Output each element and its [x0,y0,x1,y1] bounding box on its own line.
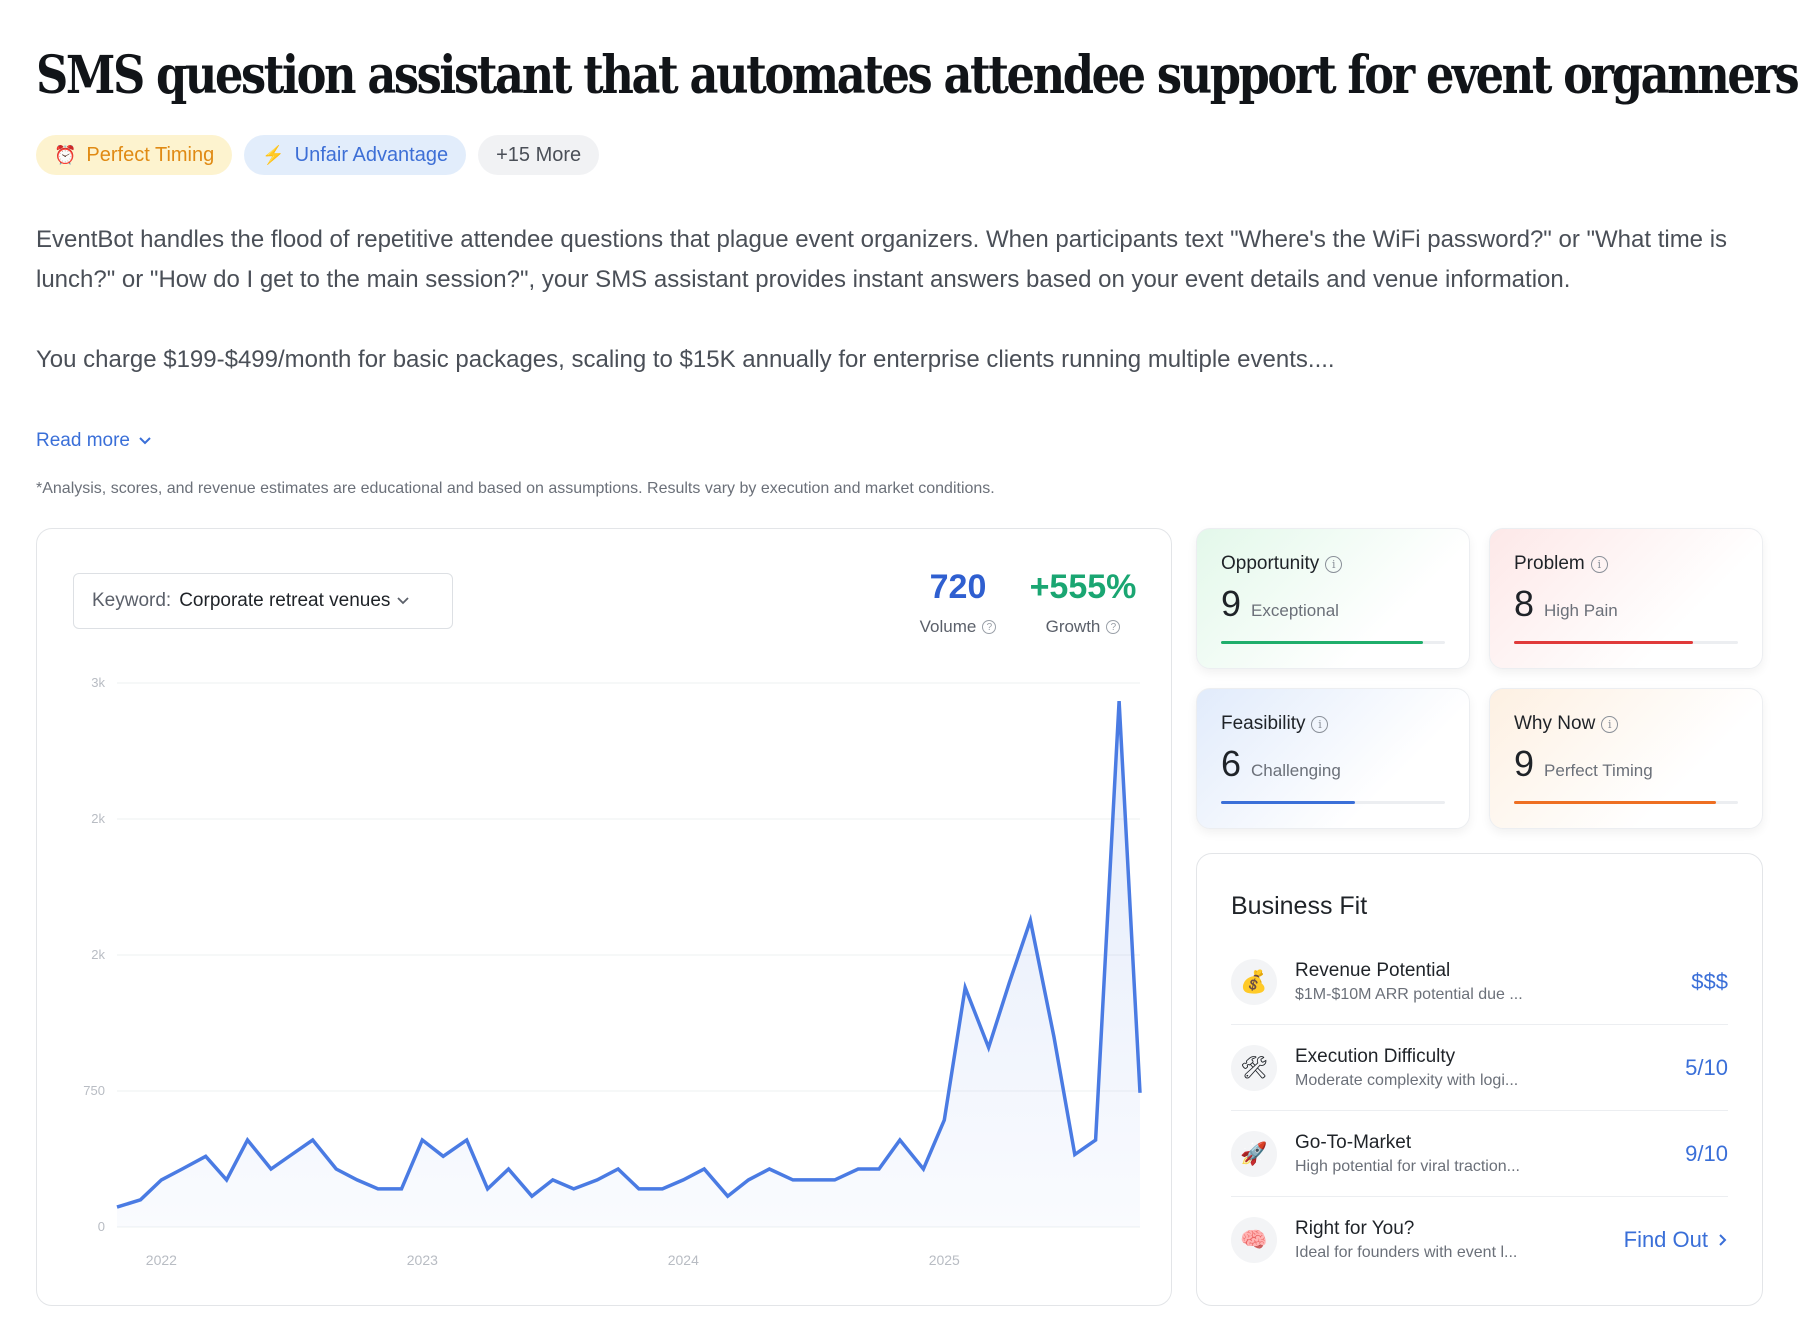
score-number: 6 [1221,743,1242,784]
series-line [116,701,1142,1209]
page-title: SMS question assistant that automates at… [36,45,1798,106]
y-tick-label: 0 [98,1219,105,1234]
score-card-opportunity[interactable]: Opportunity i 9 Exceptional [1196,528,1470,669]
read-more-link[interactable]: Read more [36,430,152,452]
trend-chart: 0 750 2k 2k 3k 2022 2023 2024 2025 [83,675,1142,1268]
x-tick-label: 2022 [146,1252,177,1268]
score-desc: High Pain [1544,601,1618,620]
x-tick-label: 2024 [668,1252,699,1268]
info-icon[interactable]: i [1601,715,1619,733]
series-area [117,701,1140,1227]
y-tick-label: 3k [91,675,105,690]
row-sub: $1M-$10M ARR potential due ... [1295,985,1523,1003]
description: EventBot handles the flood of repetitive… [36,220,1756,380]
score-number: 9 [1221,583,1242,624]
chevron-right-icon [1719,1234,1727,1246]
help-icon[interactable]: ? [1106,620,1121,634]
chevron-down-icon [139,437,151,445]
row-value: 9/10 [1685,1140,1728,1166]
score-name: Why Now [1514,713,1596,734]
y-tick-label: 2k [91,947,105,962]
row-sub: High potential for viral traction... [1295,1157,1520,1175]
row-name: Execution Difficulty [1295,1045,1456,1067]
score-bar [1514,641,1738,644]
score-bar [1221,641,1445,644]
x-tick-label: 2025 [929,1252,960,1268]
row-value: $$$ [1691,968,1728,994]
score-bar [1514,801,1738,804]
chevron-down-icon [396,590,410,612]
growth-label: Growth [1045,617,1101,636]
volume-metric: 720 Volume ? [903,565,1013,637]
score-bar-fill [1514,641,1694,644]
score-number: 8 [1514,583,1535,624]
tag-more-button[interactable]: +15 More [478,135,600,175]
score-bar [1221,801,1445,804]
tag-unfair-advantage[interactable]: ⚡ Unfair Advantage [244,135,467,175]
score-bar-fill [1221,801,1356,804]
y-tick-label: 2k [91,811,105,826]
volume-label: Volume [919,617,977,636]
tag-label: Unfair Advantage [294,143,449,166]
score-desc: Challenging [1251,761,1341,780]
disclaimer: *Analysis, scores, and revenue estimates… [36,480,995,497]
score-card-feasibility[interactable]: Feasibility i 6 Challenging [1196,688,1470,829]
score-name: Problem [1514,553,1585,574]
keyword-value: Corporate retreat venues [179,590,391,611]
business-fit-row-revenue[interactable]: 💰 Revenue Potential $1M-$10M ARR potentia… [1231,939,1728,1025]
x-tick-label: 2023 [407,1252,438,1268]
score-desc: Exceptional [1251,601,1339,620]
tools-icon: 🛠 [1231,1044,1277,1091]
help-icon[interactable]: ? [982,620,997,634]
tag-label: +15 More [496,143,582,166]
score-name: Opportunity [1221,553,1320,574]
volume-value: 720 [929,568,987,606]
growth-metric: +555% Growth ? [1023,565,1143,637]
row-name: Go-To-Market [1295,1131,1412,1153]
row-value: 5/10 [1685,1054,1728,1080]
row-sub: Moderate complexity with logi... [1295,1071,1519,1089]
growth-value: +555% [1029,568,1137,606]
trend-chart-card: 0 750 2k 2k 3k 2022 2023 2024 2025 Keyword: Corp… [36,528,1172,1306]
tag-label: Perfect Timing [86,143,215,166]
score-card-problem[interactable]: Problem i 8 High Pain [1489,528,1763,669]
info-icon[interactable]: i [1325,555,1343,573]
business-fit-row-gtm[interactable]: 🚀 Go-To-Market High potential for viral t… [1231,1111,1728,1197]
description-paragraph: EventBot handles the flood of repetitive… [36,226,1728,293]
description-paragraph: You charge $199-$499/month for basic pac… [36,346,1335,373]
info-icon[interactable]: i [1311,715,1329,733]
read-more-label: Read more [36,430,130,451]
money-bag-icon: 💰 [1231,958,1277,1005]
score-bar-fill [1221,641,1423,644]
info-icon[interactable]: i [1590,555,1608,573]
rocket-icon: 🚀 [1231,1130,1277,1177]
brain-icon: 🧠 [1231,1217,1277,1263]
business-fit-title: Business Fit [1231,892,1368,920]
find-out-label: Find Out [1623,1227,1708,1252]
row-sub: Ideal for founders with event l... [1295,1244,1518,1261]
score-number: 9 [1514,743,1535,784]
alarm-clock-icon: ⏰ [54,144,77,165]
business-fit-row-right-for-you: 🧠 Right for You? Ideal for founders with … [1231,1197,1728,1283]
keyword-dropdown[interactable]: Keyword: Corporate retreat venues [73,573,453,629]
tag-list: ⏰ Perfect Timing ⚡ Unfair Advantage +15 … [36,135,600,175]
keyword-label: Keyword: [92,590,172,611]
row-name: Right for You? [1295,1218,1415,1239]
tag-perfect-timing[interactable]: ⏰ Perfect Timing [36,135,233,175]
business-fit-row-execution[interactable]: 🛠 Execution Difficulty Moderate complexit… [1231,1025,1728,1111]
score-desc: Perfect Timing [1544,761,1653,780]
score-card-why-now[interactable]: Why Now i 9 Perfect Timing [1489,688,1763,829]
find-out-link[interactable]: Find Out [1624,1227,1728,1253]
volume-label-row: Volume ? [903,617,1013,637]
score-bar-fill [1514,801,1716,804]
lightning-icon: ⚡ [262,144,285,165]
y-tick-label: 750 [83,1083,105,1098]
growth-label-row: Growth ? [1023,617,1143,637]
business-fit-card: Business Fit 💰 Revenue Potential $1M-$10M… [1196,853,1763,1306]
score-name: Feasibility [1221,713,1306,734]
row-name: Revenue Potential [1295,959,1451,981]
